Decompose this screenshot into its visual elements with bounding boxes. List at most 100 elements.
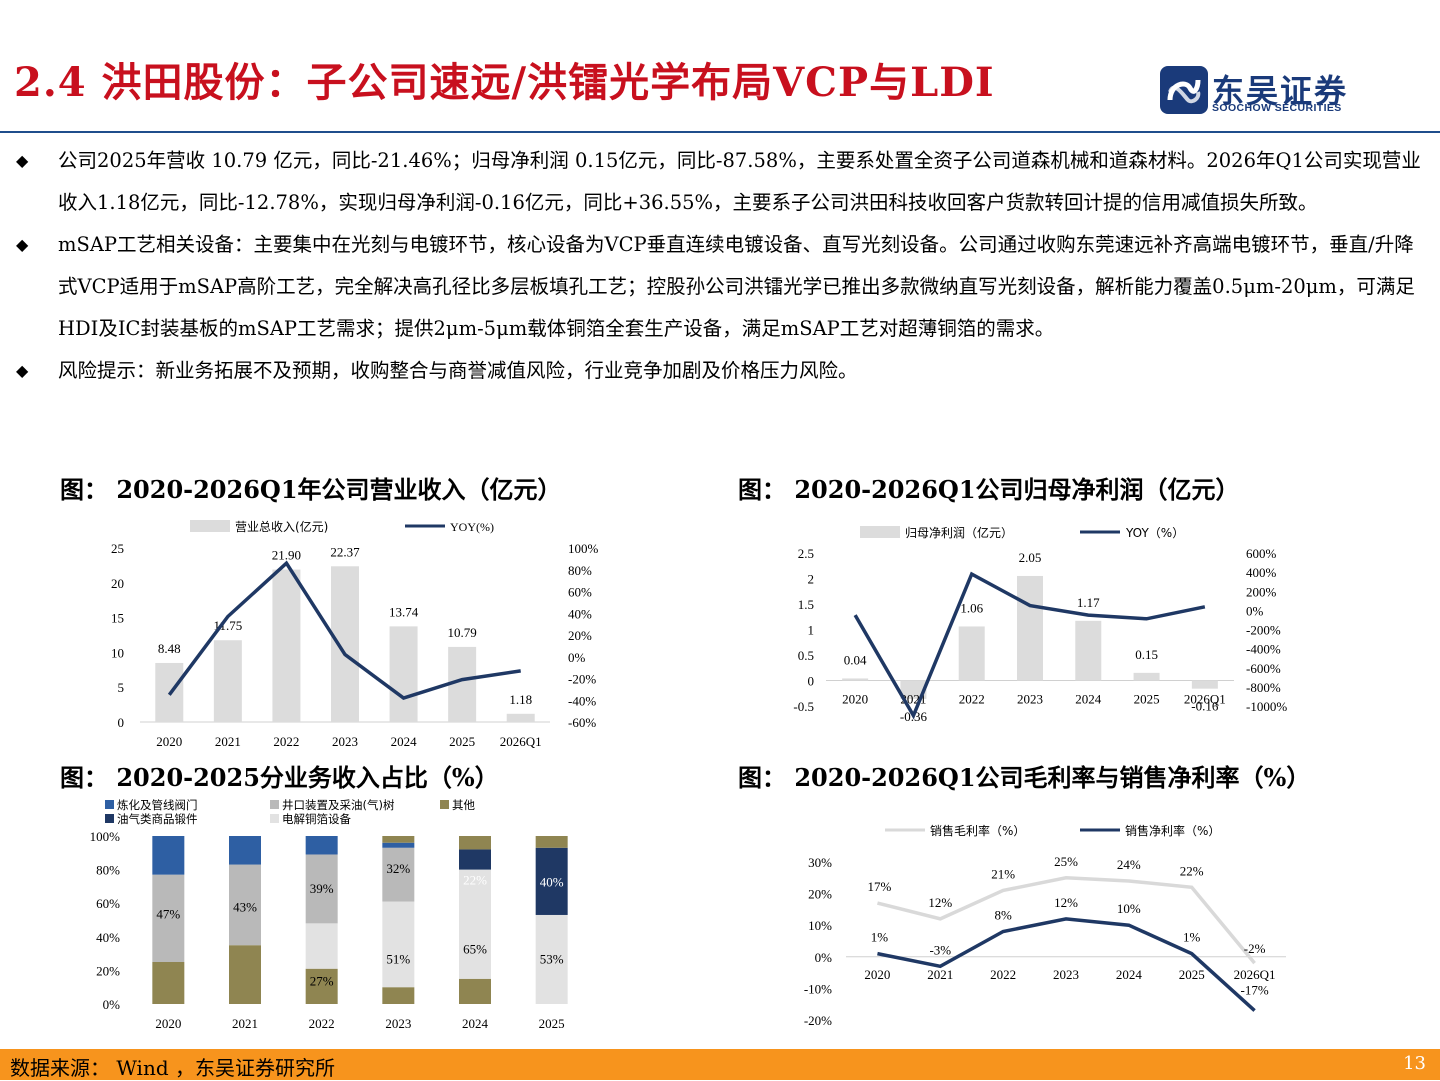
y-tick: 60% bbox=[96, 896, 120, 911]
y-tick-left: 2.5 bbox=[798, 546, 814, 561]
header-divider bbox=[0, 131, 1440, 133]
bullet-text: mSAP工艺相关设备：主要集中在光刻与电镀环节，核心设备为VCP垂直连续电镀设备… bbox=[58, 233, 1415, 340]
x-tick: 2025 bbox=[449, 734, 475, 749]
stack-segment bbox=[535, 836, 568, 848]
stack-segment bbox=[152, 874, 185, 962]
stack-segment bbox=[382, 847, 415, 902]
y-tick: 20% bbox=[96, 963, 120, 978]
stack-segment bbox=[229, 864, 261, 946]
revenue-bar-label: 22.37 bbox=[330, 544, 360, 559]
net-profit-bar-label: 0.04 bbox=[844, 652, 867, 667]
y-tick-right: 40% bbox=[568, 606, 592, 621]
bullet-text: 风险提示：新业务拓展不及预期，收购整合与商誉减值风险，行业竞争加剧及价格压力风险… bbox=[58, 359, 858, 382]
y-tick-right: 600% bbox=[1246, 546, 1277, 561]
x-tick: 2023 bbox=[1053, 967, 1079, 982]
y-tick-right: 100% bbox=[568, 541, 599, 556]
y-tick-left: 15 bbox=[111, 611, 124, 626]
x-tick: 2025 bbox=[1134, 692, 1160, 707]
net-profit-bar-label: 1.06 bbox=[960, 600, 983, 615]
yoy-line bbox=[167, 560, 521, 701]
bullet-list: ◆ 公司2025年营收 10.79 亿元，同比-21.46%；归母净利润 0.1… bbox=[16, 140, 1426, 392]
revenue-bar bbox=[213, 640, 242, 722]
x-tick: 2022 bbox=[273, 734, 299, 749]
company-logo: 东吴证券 SOOCHOW SECURITIES bbox=[1160, 66, 1370, 116]
net-profit-bar bbox=[1191, 680, 1218, 689]
stack-segment bbox=[152, 962, 185, 1004]
logo-mark-icon bbox=[1160, 66, 1208, 114]
y-tick-right: 60% bbox=[568, 585, 592, 600]
bullet-text: 公司2025年营收 10.79 亿元，同比-21.46%；归母净利润 0.15亿… bbox=[58, 149, 1421, 214]
net-profit-bar-label: 2.05 bbox=[1019, 550, 1042, 565]
footer-source: 数据来源： Wind ，东吴证券研究所 bbox=[10, 1056, 335, 1080]
legend-label: 炼化及管线阀门 bbox=[117, 798, 198, 812]
y-tick-right: -20% bbox=[568, 672, 596, 687]
page-number: 13 bbox=[1403, 1053, 1426, 1074]
margin-data-label: -17% bbox=[1240, 983, 1268, 998]
segment-label: 65% bbox=[463, 942, 487, 957]
yoy-line bbox=[853, 571, 1206, 720]
revenue-bar-label: 8.48 bbox=[158, 641, 181, 656]
legend-label-gross: 销售毛利率（%） bbox=[930, 823, 1025, 838]
margin-data-label: 1% bbox=[871, 930, 889, 945]
legend-swatch-revenue bbox=[190, 520, 230, 532]
y-tick: 100% bbox=[90, 829, 121, 844]
stack-segment bbox=[382, 901, 415, 988]
stack-segment bbox=[152, 836, 185, 875]
stack-segment bbox=[459, 978, 491, 1004]
revenue-bar bbox=[272, 569, 301, 722]
legend-swatch bbox=[440, 800, 449, 809]
x-tick: 2021 bbox=[927, 967, 953, 982]
revenue-bar-label: 11.75 bbox=[213, 618, 242, 633]
segment-label: 39% bbox=[310, 881, 334, 896]
legend-label-yoy: YOY(%) bbox=[450, 520, 494, 534]
y-tick: 10% bbox=[808, 918, 832, 933]
stack-segment bbox=[305, 923, 338, 969]
footer-bar: 数据来源： Wind ，东吴证券研究所 13 bbox=[0, 1049, 1440, 1080]
margin-data-label: 1% bbox=[1183, 930, 1201, 945]
segment-label: 40% bbox=[540, 874, 564, 889]
diamond-bullet-icon: ◆ bbox=[16, 361, 29, 380]
stack-segment bbox=[382, 842, 415, 848]
y-tick: 0% bbox=[815, 950, 833, 965]
margin-data-label: 17% bbox=[868, 879, 892, 894]
net-profit-bar bbox=[958, 626, 985, 681]
y-tick: -20% bbox=[804, 1013, 832, 1028]
x-tick: 2026Q1 bbox=[500, 734, 542, 749]
margin-data-label: 21% bbox=[991, 866, 1015, 881]
stack-segment bbox=[535, 847, 568, 915]
y-tick-right: -60% bbox=[568, 715, 596, 730]
segment-label: 43% bbox=[233, 900, 257, 915]
segment-label: 51% bbox=[386, 952, 410, 967]
figure-caption-net-profit: 图： 2020-2026Q1公司归母净利润（亿元） bbox=[738, 475, 1240, 504]
margin-data-label: 12% bbox=[928, 895, 952, 910]
revenue-bar-label: 21.90 bbox=[272, 548, 301, 563]
margin-data-label: 22% bbox=[1180, 863, 1204, 878]
segment-label: 47% bbox=[156, 906, 180, 921]
y-tick-right: 200% bbox=[1246, 584, 1277, 599]
y-tick-left: 2 bbox=[808, 572, 815, 587]
legend-label: 电解铜箔设备 bbox=[282, 812, 351, 826]
segment-label: 27% bbox=[310, 973, 334, 988]
y-tick-left: 20 bbox=[111, 576, 124, 591]
y-tick-right: -1000% bbox=[1246, 699, 1287, 714]
logo-text-cn: 东吴证券 bbox=[1212, 72, 1349, 110]
y-tick: 40% bbox=[96, 930, 120, 945]
legend-swatch-net-profit bbox=[860, 526, 900, 538]
x-tick: 2020 bbox=[842, 692, 868, 707]
net-profit-bar bbox=[1075, 620, 1102, 681]
stack-segment bbox=[459, 836, 491, 850]
y-tick-right: -40% bbox=[568, 693, 596, 708]
legend-label: 其他 bbox=[452, 798, 475, 812]
x-tick: 2024 bbox=[1116, 967, 1143, 982]
revenue-bar-label: 1.18 bbox=[509, 692, 532, 707]
x-tick: 2025 bbox=[539, 1016, 565, 1031]
y-tick-right: 0% bbox=[568, 650, 586, 665]
y-tick-left: 10 bbox=[111, 645, 124, 660]
page-title: 2.4 洪田股份：子公司速远/洪镭光学布局VCP与LDI bbox=[14, 59, 995, 106]
stack-segment bbox=[305, 968, 338, 1004]
figure-caption-business-mix: 图： 2020-2025分业务收入占比（%） bbox=[60, 763, 499, 792]
net-profit-bar-label: 0.15 bbox=[1135, 647, 1158, 662]
x-tick: 2026Q1 bbox=[1234, 967, 1276, 982]
x-tick: 2025 bbox=[1179, 967, 1205, 982]
